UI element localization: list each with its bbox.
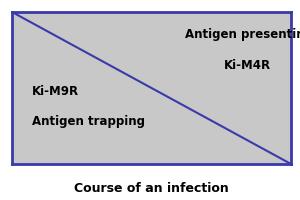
Text: Ki-M4R: Ki-M4R [224,59,271,72]
Text: Course of an infection: Course of an infection [74,182,229,194]
Text: Ki-M9R: Ki-M9R [32,85,79,98]
Text: Antigen presenting: Antigen presenting [185,28,300,41]
Text: Antigen trapping: Antigen trapping [32,115,145,128]
